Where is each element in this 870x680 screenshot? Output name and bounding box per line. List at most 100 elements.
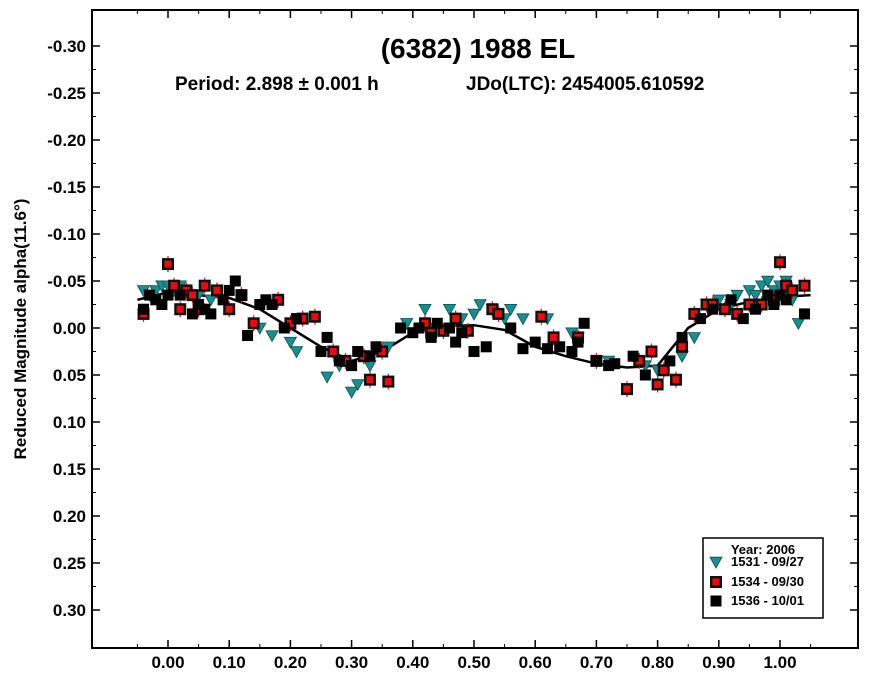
data-point bbox=[504, 303, 518, 317]
y-tick-label: 0.10 bbox=[53, 413, 86, 432]
data-point bbox=[537, 313, 545, 321]
data-point bbox=[494, 310, 502, 318]
data-point bbox=[450, 336, 462, 348]
data-point bbox=[223, 284, 235, 296]
data-point bbox=[170, 282, 178, 290]
data-point bbox=[363, 360, 377, 373]
data-point bbox=[566, 346, 578, 357]
data-point bbox=[329, 348, 337, 355]
data-point bbox=[750, 303, 762, 315]
data-point bbox=[229, 275, 241, 287]
data-point bbox=[431, 317, 443, 329]
x-tick-label: 0.40 bbox=[396, 653, 429, 672]
data-point bbox=[439, 327, 447, 335]
data-point bbox=[242, 330, 254, 342]
data-point bbox=[421, 319, 429, 327]
data-point bbox=[516, 313, 530, 326]
y-tick-label: -0.30 bbox=[47, 37, 86, 56]
data-point bbox=[707, 303, 719, 315]
data-point bbox=[687, 332, 701, 345]
data-point bbox=[378, 348, 386, 355]
data-point bbox=[703, 301, 711, 308]
data-point bbox=[188, 291, 196, 299]
data-point bbox=[370, 341, 382, 353]
data-point bbox=[333, 355, 345, 367]
data-point bbox=[283, 336, 298, 349]
x-tick-label: 0.60 bbox=[519, 653, 552, 672]
data-point bbox=[360, 352, 368, 360]
data-point bbox=[623, 385, 631, 393]
data-point bbox=[639, 369, 651, 381]
data-point bbox=[266, 299, 278, 310]
data-point bbox=[725, 294, 737, 306]
data-point bbox=[225, 305, 233, 313]
series-2 bbox=[137, 254, 811, 398]
data-point bbox=[754, 280, 769, 293]
data-point bbox=[274, 296, 282, 304]
y-tick-label: 0.05 bbox=[53, 366, 86, 385]
data-point bbox=[278, 322, 290, 334]
data-point bbox=[395, 322, 407, 334]
data-point bbox=[572, 336, 584, 348]
x-tick-label: 0.10 bbox=[213, 653, 246, 672]
y-tick-label: -0.05 bbox=[47, 272, 86, 291]
data-point bbox=[800, 282, 808, 290]
data-point bbox=[635, 357, 643, 365]
data-point bbox=[721, 305, 729, 313]
data-point bbox=[654, 380, 662, 388]
data-point bbox=[315, 346, 327, 357]
series-3 bbox=[138, 275, 810, 381]
data-point bbox=[366, 376, 374, 384]
data-point bbox=[320, 371, 334, 384]
data-point bbox=[407, 327, 419, 339]
data-point bbox=[768, 299, 780, 310]
data-point bbox=[311, 313, 319, 321]
data-point bbox=[174, 289, 186, 301]
data-point bbox=[590, 355, 602, 367]
data-point bbox=[627, 350, 639, 362]
data-point bbox=[138, 303, 150, 315]
data-point bbox=[456, 327, 468, 339]
y-tick-label: -0.10 bbox=[47, 225, 86, 244]
y-tick-label: 0.30 bbox=[53, 601, 86, 620]
data-point bbox=[341, 357, 349, 365]
data-points-layer bbox=[136, 254, 811, 399]
y-axis-ticks: -0.30 -0.25 -0.20 -0.15 -0.10 -0.05 0.00 0.05 0.… bbox=[47, 37, 858, 620]
data-point bbox=[217, 294, 229, 306]
epoch-label: JDo(LTC): 2454005.610592 bbox=[466, 74, 704, 95]
data-point bbox=[164, 260, 172, 268]
data-point bbox=[384, 378, 392, 386]
x-tick-label: 0.90 bbox=[702, 653, 735, 672]
y-axis-label: Reduced Magnitude alpha(11.6°) bbox=[11, 199, 30, 460]
data-point bbox=[205, 308, 217, 320]
chart-title: (6382) 1988 EL bbox=[381, 33, 576, 64]
data-point bbox=[352, 346, 364, 357]
data-point bbox=[162, 289, 174, 301]
data-point bbox=[737, 313, 749, 325]
data-point bbox=[678, 343, 686, 351]
data-point bbox=[201, 282, 209, 290]
data-point bbox=[647, 348, 655, 355]
data-point bbox=[782, 282, 790, 290]
data-point bbox=[204, 294, 218, 307]
data-point bbox=[299, 315, 307, 323]
legend-entry-label: 1531 - 09/27 bbox=[731, 554, 804, 569]
data-point bbox=[473, 299, 487, 312]
data-point bbox=[413, 322, 425, 334]
data-point bbox=[578, 317, 590, 329]
legend-entry-label: 1536 - 10/01 bbox=[731, 593, 804, 608]
period-label: Period: 2.898 ± 0.001 h bbox=[175, 74, 379, 95]
y-tick-label: -0.20 bbox=[47, 131, 86, 150]
y-tick-label: -0.15 bbox=[47, 178, 86, 197]
data-point bbox=[480, 341, 492, 353]
data-point bbox=[346, 360, 358, 372]
data-point bbox=[748, 289, 763, 302]
data-point bbox=[690, 310, 698, 318]
data-point bbox=[235, 289, 247, 301]
data-point bbox=[199, 303, 211, 315]
data-point bbox=[791, 318, 806, 331]
data-point bbox=[505, 322, 517, 334]
y-tick-label: 0.00 bbox=[53, 319, 86, 338]
data-point bbox=[672, 376, 680, 384]
data-point bbox=[529, 336, 541, 348]
